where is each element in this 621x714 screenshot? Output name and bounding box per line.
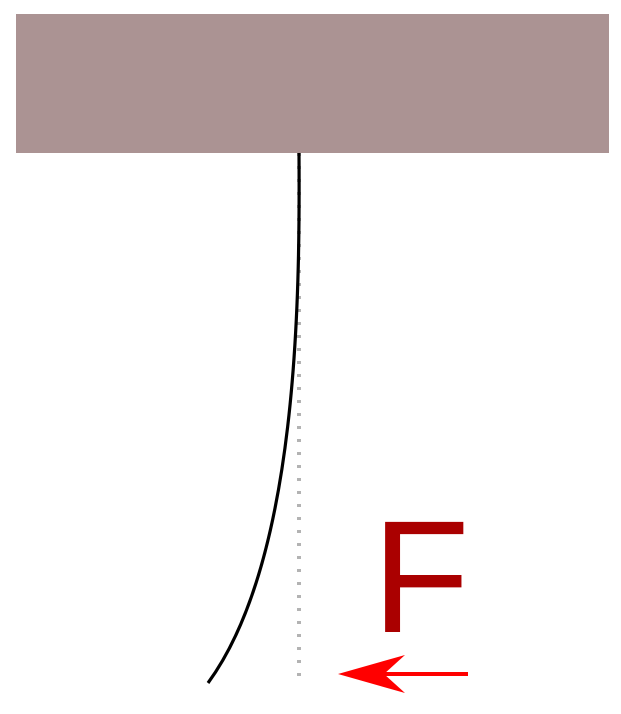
force-arrow-head <box>338 655 405 693</box>
force-label: F <box>372 487 470 666</box>
deflected-beam <box>206 152 301 684</box>
force-arrow <box>338 655 468 693</box>
fixed-support <box>16 14 609 153</box>
